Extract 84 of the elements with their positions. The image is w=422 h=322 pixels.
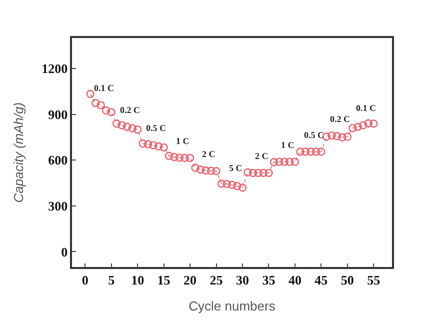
y-tick-label: 300 — [48, 198, 68, 214]
point — [254, 168, 262, 178]
point — [133, 126, 142, 134]
annotation: 0.1 C — [356, 103, 376, 113]
x-tick-label: 55 — [367, 272, 381, 288]
annotation: 2 C — [202, 149, 216, 159]
point — [286, 158, 294, 166]
point — [312, 148, 320, 156]
x-tick-label: 35 — [262, 272, 276, 288]
x-tick-label: 5 — [108, 272, 116, 288]
point — [118, 121, 126, 130]
point — [144, 140, 152, 148]
point — [338, 133, 346, 142]
point — [138, 140, 147, 148]
x-tick-label: 20 — [184, 272, 197, 288]
point — [102, 106, 110, 115]
point — [164, 152, 174, 160]
y-tick-label: 600 — [48, 152, 68, 168]
x-axis-title: Cycle numbers — [188, 298, 276, 314]
annotation: 0.2 C — [330, 114, 350, 124]
point — [332, 132, 342, 140]
point — [180, 154, 189, 162]
point — [348, 124, 357, 132]
point — [202, 166, 210, 175]
point — [112, 120, 121, 128]
point — [233, 182, 242, 190]
point — [175, 154, 184, 162]
point — [212, 167, 220, 176]
point — [149, 141, 158, 150]
annotation: 0.5 C — [146, 123, 166, 133]
y-tick-label: 1200 — [42, 61, 68, 76]
annotation: 0.2 C — [120, 105, 140, 115]
point — [364, 119, 372, 128]
point — [160, 143, 168, 152]
point — [306, 148, 315, 156]
x-tick-label: 30 — [236, 272, 249, 288]
point — [264, 168, 273, 178]
point — [328, 131, 336, 140]
point — [154, 142, 163, 150]
point — [343, 132, 352, 141]
point — [217, 180, 226, 188]
point — [280, 158, 289, 166]
annotation: 1 C — [281, 140, 294, 150]
point — [317, 148, 326, 156]
point — [359, 121, 368, 130]
point — [206, 166, 216, 175]
point — [301, 148, 310, 156]
x-tick-label: 45 — [314, 272, 328, 288]
annotation: 2 C — [255, 151, 268, 161]
point — [107, 108, 116, 116]
point — [122, 122, 132, 131]
point — [354, 122, 362, 131]
x-tick-label: 15 — [157, 272, 171, 288]
point — [259, 168, 268, 178]
point — [170, 152, 178, 162]
x-tick-label: 40 — [288, 272, 302, 288]
point — [290, 158, 300, 166]
point — [275, 158, 284, 166]
point — [128, 124, 136, 132]
point — [244, 168, 252, 176]
annotation: 5 C — [229, 163, 242, 173]
x-tick-label: 0 — [82, 272, 88, 288]
point — [248, 168, 258, 178]
x-tick-label: 50 — [340, 272, 354, 288]
point — [228, 180, 236, 189]
annotation: 0.5 C — [304, 130, 324, 140]
y-tick-label: 0 — [61, 244, 68, 260]
y-tick-label: 900 — [48, 106, 68, 122]
annotation: 0.1 C — [94, 83, 114, 93]
point — [92, 98, 100, 108]
point — [296, 148, 304, 156]
y-axis-title: Capacity (mAh/g) — [11, 102, 26, 203]
point — [86, 90, 94, 98]
x-tick-label: 10 — [131, 272, 144, 288]
point — [222, 180, 231, 188]
point — [96, 101, 105, 110]
point — [186, 154, 194, 162]
point — [196, 166, 205, 174]
point — [270, 158, 278, 166]
annotation: 1 C — [176, 136, 190, 146]
x-tick-label: 25 — [210, 272, 224, 288]
point — [370, 120, 378, 128]
point — [238, 184, 247, 192]
point — [191, 164, 200, 172]
